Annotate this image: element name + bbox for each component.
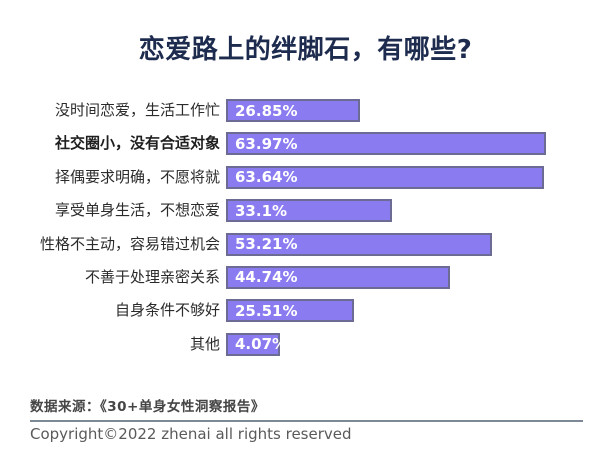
bar-row: 没时间恋爱，生活工作忙 26.85% (0, 99, 611, 122)
bar-row: 其他 4.07% (0, 332, 611, 356)
category-label: 没时间恋爱，生活工作忙 (54, 101, 220, 119)
bar-row: 享受单身生活，不想恋爱 33.1% (0, 199, 611, 223)
bar-row: 性格不主动，容易错过机会 53.21% (0, 232, 611, 256)
bar-row: 择偶要求明确，不愿将就 63.64% (0, 165, 611, 189)
bar: 44.74% (226, 265, 450, 289)
category-label: 其他 (189, 334, 220, 353)
data-source-note: 数据来源：《30+单身女性洞察报告》 (30, 399, 265, 415)
bar: 63.97% (226, 132, 546, 156)
category-label: 择偶要求明确，不愿将就 (54, 167, 220, 186)
bar-row: 社交圈小，没有合适对象 63.97% (0, 132, 611, 156)
value-label: 4.07% (235, 335, 288, 354)
value-label: 63.64% (235, 168, 298, 187)
value-label: 26.85% (235, 101, 298, 120)
category-label: 不善于处理亲密关系 (84, 267, 220, 286)
category-label: 自身条件不够好 (114, 301, 220, 320)
bar-chart: 没时间恋爱，生活工作忙 26.85% 社交圈小，没有合适对象 63.97% 择偶… (0, 99, 611, 366)
category-label: 社交圈小，没有合适对象 (54, 134, 220, 153)
bar: 25.51% (226, 299, 354, 323)
value-label: 53.21% (235, 235, 298, 254)
category-label: 性格不主动，容易错过机会 (39, 234, 220, 253)
chart-title: 恋爱路上的绊脚石，有哪些? (138, 35, 473, 65)
bar: 53.21% (226, 232, 493, 256)
bar: 63.64% (226, 165, 545, 189)
value-label: 44.74% (235, 268, 298, 287)
bar: 26.85% (226, 99, 361, 122)
bar-row: 自身条件不够好 25.51% (0, 299, 611, 323)
bar: 33.1% (226, 199, 392, 223)
copyright-text: Copyright©2022 zhenai all rights reserve… (30, 425, 352, 443)
value-label: 25.51% (235, 301, 298, 320)
footer-divider (30, 420, 583, 422)
bar: 4.07% (226, 332, 287, 356)
category-label: 享受单身生活，不想恋爱 (54, 201, 220, 220)
bar-row: 不善于处理亲密关系 44.74% (0, 265, 611, 289)
value-label: 63.97% (235, 134, 298, 153)
value-label: 33.1% (235, 201, 288, 220)
